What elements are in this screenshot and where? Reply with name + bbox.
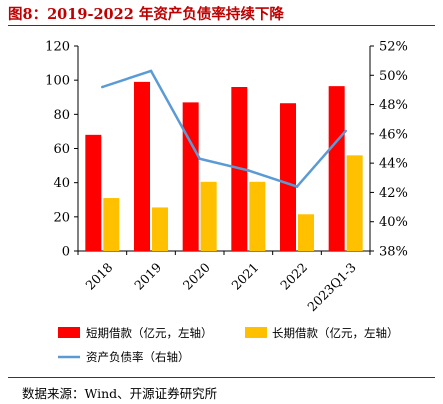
chart-line [101,69,347,188]
right-tick-label: 38% [379,245,408,260]
title-rule [8,25,435,26]
long-term-loan-bar [103,198,120,251]
long-term-loan-bar [346,155,363,251]
debt-ratio-point [198,157,201,161]
right-tick-label: 48% [379,98,408,113]
chart-bars [85,81,363,252]
x-tick-label: 2020 [180,260,213,293]
chart-legend: 短期借款（亿元，左轴） 长期借款（亿元，左轴） 资产负债率（右轴） [58,326,399,364]
legend-label-debt-ratio: 资产负债率（右轴） [86,350,190,364]
chart-ticks: 0 20 40 60 80 100 120 38% 40% 42% 44% 46% 48% 50% 52% 2… [45,40,408,315]
left-tick-label: 20 [53,210,70,225]
x-tick-label: 2022 [277,260,310,293]
left-tick-label: 100 [45,74,70,89]
short-term-loan-bar [85,134,102,251]
debt-ratio-point [149,69,153,73]
debt-ratio-point [295,185,299,188]
right-tick-label: 44% [379,157,408,172]
legend-swatch-long-term [245,327,267,338]
debt-ratio-point [101,85,104,89]
right-tick-label: 42% [379,186,408,201]
left-tick-label: 80 [53,108,70,123]
right-tick-label: 52% [379,40,408,55]
x-tick-label: 2018 [82,260,115,293]
short-term-loan-bar [182,102,199,251]
chart-axes [77,46,371,252]
long-term-loan-bar [200,181,217,251]
left-tick-label: 0 [62,245,70,260]
legend-swatch-short-term [58,327,80,338]
long-term-loan-bar [298,214,314,251]
debt-ratio-line [101,69,347,188]
left-tick-label: 40 [53,176,70,191]
right-tick-label: 46% [379,127,408,142]
x-tick-label: 2021 [228,260,261,293]
short-term-loan-bar [280,103,296,252]
legend-label-long-term: 长期借款（亿元，左轴） [272,326,399,340]
right-tick-label: 40% [379,215,408,230]
source-rule [8,377,435,378]
left-tick-label: 60 [53,142,70,157]
short-term-loan-bar [328,86,345,251]
x-tick-label: 2023Q1-3 [304,260,359,315]
long-term-loan-bar [249,181,266,251]
debt-ratio-point [247,169,250,172]
right-tick-label: 50% [379,69,408,84]
long-term-loan-bar [152,207,168,251]
debt-ratio-point [344,129,347,133]
legend-label-short-term: 短期借款（亿元，左轴） [86,326,213,340]
figure-title: 图8：2019-2022 年资产负债率持续下降 [8,6,284,23]
left-tick-label: 120 [45,40,70,55]
x-tick-label: 2019 [131,260,164,293]
source-note: 数据来源：Wind、开源证券研究所 [22,386,218,401]
short-term-loan-bar [134,81,150,251]
